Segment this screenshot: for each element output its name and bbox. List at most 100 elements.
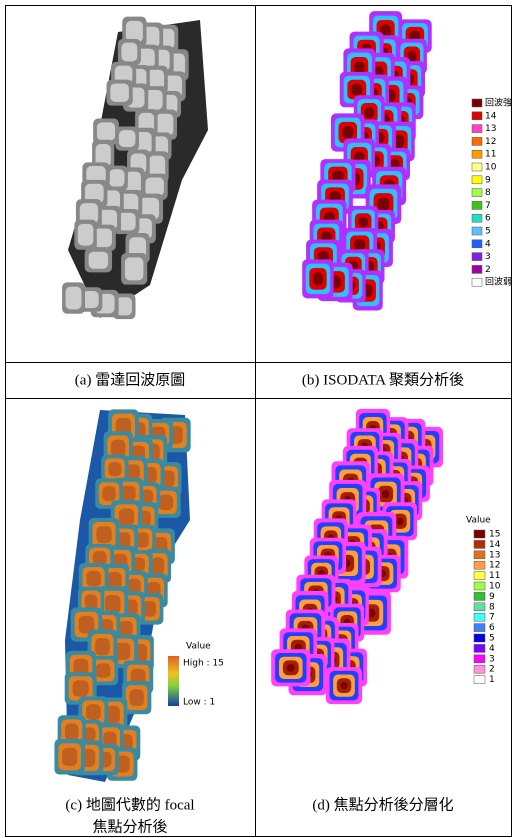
legend-title: Value	[466, 516, 491, 526]
legend-swatch	[472, 150, 482, 158]
legend-swatch	[472, 137, 482, 145]
legend-label: 3	[489, 654, 495, 664]
legend-swatch	[474, 592, 485, 600]
legend-label: 2	[489, 665, 495, 675]
legend-label: 9	[489, 592, 495, 602]
caption: (d) 焦點分析後分層化	[312, 796, 453, 813]
legend-swatch	[474, 613, 485, 621]
legend-label: 15	[489, 530, 500, 540]
figure: (a) 雷達回波原圖 (b) ISODATA 聚類分析後 (c) 地圖代數的 f…	[0, 0, 516, 838]
echo	[96, 526, 111, 543]
echo	[86, 571, 101, 587]
legend-label: 1	[489, 675, 495, 685]
legend-swatch	[472, 125, 482, 133]
legend-swatch	[472, 214, 482, 222]
legend-label: 13	[485, 124, 496, 134]
echo	[156, 114, 173, 136]
caption: (b) ISODATA 聚類分析後	[302, 371, 464, 388]
legend-label: 14	[485, 111, 497, 121]
legend-label: 7	[489, 613, 495, 623]
legend-swatch	[472, 201, 482, 209]
legend-label: 12	[489, 561, 500, 571]
legend-ramp	[168, 656, 179, 706]
legend-label: 4	[485, 239, 491, 249]
echo	[78, 224, 94, 246]
legend-title: Value	[186, 642, 211, 652]
legend-label: 6	[489, 623, 495, 633]
echo	[85, 594, 98, 609]
echo	[74, 659, 89, 675]
echo	[129, 689, 143, 706]
legend-label: 4	[489, 644, 495, 654]
legend-swatch	[474, 540, 485, 548]
legend-label: 13	[489, 550, 500, 560]
echo	[102, 486, 115, 501]
echo	[105, 595, 120, 613]
legend-swatch	[472, 112, 482, 120]
legend-label: 8	[485, 188, 491, 198]
echo	[340, 682, 347, 689]
legend-swatch	[474, 582, 485, 590]
echo	[66, 287, 82, 310]
echo	[121, 43, 137, 62]
legend-swatch	[474, 624, 485, 632]
echo	[119, 509, 135, 526]
legend-swatch	[472, 253, 482, 261]
legend-swatch	[472, 240, 482, 248]
echo	[382, 490, 390, 498]
echo	[354, 239, 366, 250]
echo	[108, 462, 121, 476]
echo	[96, 663, 111, 677]
legend-label: 10	[489, 582, 501, 592]
legend-swatch	[474, 561, 485, 569]
echo	[93, 551, 107, 565]
legend-label: 11	[489, 571, 500, 581]
legend-swatch	[474, 551, 485, 559]
echo	[136, 532, 149, 547]
echo	[89, 252, 109, 269]
echo	[364, 107, 374, 119]
legend-label: High : 15	[183, 659, 224, 669]
echo	[378, 197, 390, 210]
echo	[121, 486, 136, 502]
legend-label: 14	[489, 540, 501, 550]
legend-label: 9	[485, 175, 491, 185]
echo	[95, 638, 110, 655]
echo	[110, 83, 129, 101]
legend-label: 5	[489, 634, 495, 644]
echo	[65, 723, 79, 740]
legend-swatch	[472, 265, 482, 273]
legend-label: Low : 1	[183, 698, 215, 708]
legend-swatch	[474, 655, 485, 663]
echo	[62, 748, 77, 766]
legend-label: 回波強	[485, 97, 512, 109]
echo	[119, 130, 136, 147]
echo	[152, 557, 165, 574]
legend-swatch	[474, 603, 485, 611]
caption: 焦點分析後	[92, 818, 167, 835]
echo	[73, 680, 89, 696]
echo	[313, 272, 323, 285]
legend-swatch	[474, 572, 485, 580]
echo	[158, 495, 173, 510]
echo	[86, 704, 101, 720]
legend-label: 2	[485, 265, 491, 275]
echo	[145, 177, 163, 196]
legend-swatch	[472, 189, 482, 197]
legend-label: 3	[485, 252, 491, 262]
echo	[342, 126, 353, 139]
legend-label: 10	[485, 163, 497, 173]
legend-label: 7	[485, 201, 491, 211]
echo	[396, 517, 403, 525]
echo	[118, 621, 133, 636]
legend-swatch	[472, 278, 482, 286]
legend-swatch	[474, 634, 485, 642]
echo	[109, 169, 124, 187]
legend-label: 11	[485, 150, 496, 160]
legend-label: 回波弱	[485, 276, 512, 288]
legend-swatch	[472, 227, 482, 235]
legend-label: 5	[485, 227, 491, 237]
legend-swatch	[474, 676, 485, 684]
legend-swatch	[474, 665, 485, 673]
legend-label: 8	[489, 602, 495, 612]
